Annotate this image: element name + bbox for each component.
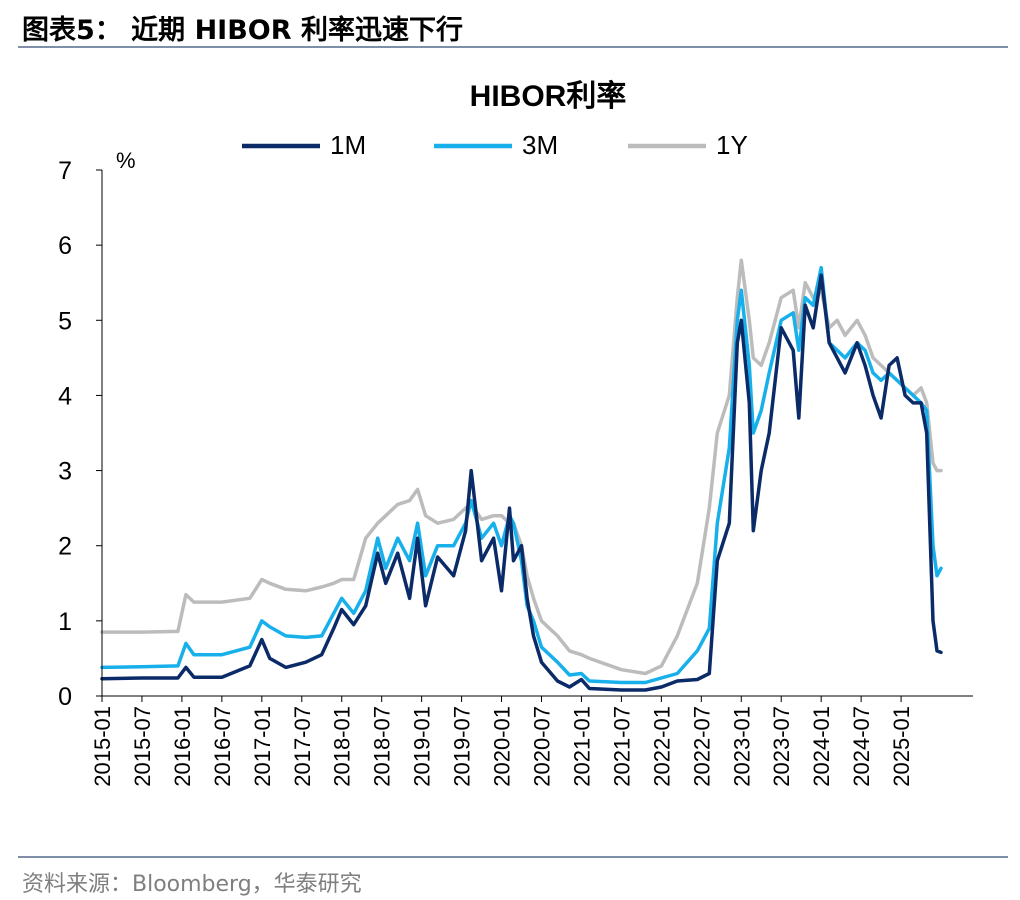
- x-tick-label: 2015-01: [90, 706, 115, 787]
- series-line-1M: [100, 273, 943, 692]
- x-tick-label: 2018-01: [330, 706, 355, 787]
- legend-label-1M: 1M: [330, 130, 366, 160]
- header-rule: [18, 46, 1008, 48]
- chart-title: HIBOR利率: [470, 80, 627, 113]
- y-tick-label: 4: [58, 382, 72, 410]
- x-tick-label: 2022-01: [649, 706, 674, 787]
- y-tick-label: 6: [58, 232, 72, 260]
- source-note: 资料来源：Bloomberg，华泰研究: [22, 872, 362, 897]
- x-tick-label: 2023-07: [769, 706, 794, 787]
- x-tick-label: 2024-07: [849, 706, 874, 787]
- legend-label-1Y: 1Y: [716, 130, 748, 160]
- x-tick-label: 2023-01: [729, 706, 754, 787]
- x-tick-label: 2015-07: [130, 706, 155, 787]
- legend-label-3M: 3M: [522, 130, 558, 160]
- x-tick-label: 2016-07: [210, 706, 235, 787]
- y-tick-label: 2: [58, 533, 72, 561]
- figure-title: 图表5： 近期 HIBOR 利率迅速下行: [22, 15, 463, 46]
- x-tick-label: 2016-01: [170, 706, 195, 787]
- y-tick-label: 0: [58, 683, 72, 711]
- legend: 1M 3M 1Y: [242, 130, 748, 160]
- x-tick-label: 2024-01: [809, 706, 834, 787]
- x-tick-label: 2020-07: [529, 706, 554, 787]
- y-tick-label: 1: [58, 608, 72, 636]
- x-tick-label: 2019-01: [410, 706, 435, 787]
- x-tick-label: 2021-07: [609, 706, 634, 787]
- x-tick-label: 2017-01: [250, 706, 275, 787]
- y-tick-label: 5: [58, 307, 72, 335]
- x-tick-label: 2020-01: [490, 706, 515, 787]
- x-tick-label: 2019-07: [450, 706, 475, 787]
- x-tick-label: 2021-01: [569, 706, 594, 787]
- y-tick-label: 3: [58, 458, 72, 486]
- series-line-1Y: [100, 258, 943, 676]
- x-tick-label: 2017-07: [290, 706, 315, 787]
- footer-rule: [18, 856, 1008, 858]
- axes: 0 1 2 3 4 5 6 7 2015-01 2015-07 2016-01 2016-07 2017…: [58, 157, 973, 787]
- series-line-3M: [100, 265, 943, 685]
- y-tick-label: 7: [58, 157, 72, 185]
- x-tick-label: 2025-01: [889, 706, 914, 787]
- x-tick-label: 2022-07: [689, 706, 714, 787]
- series-layer: [100, 258, 943, 692]
- x-tick-label: 2018-07: [370, 706, 395, 787]
- y-axis-unit: %: [116, 148, 136, 173]
